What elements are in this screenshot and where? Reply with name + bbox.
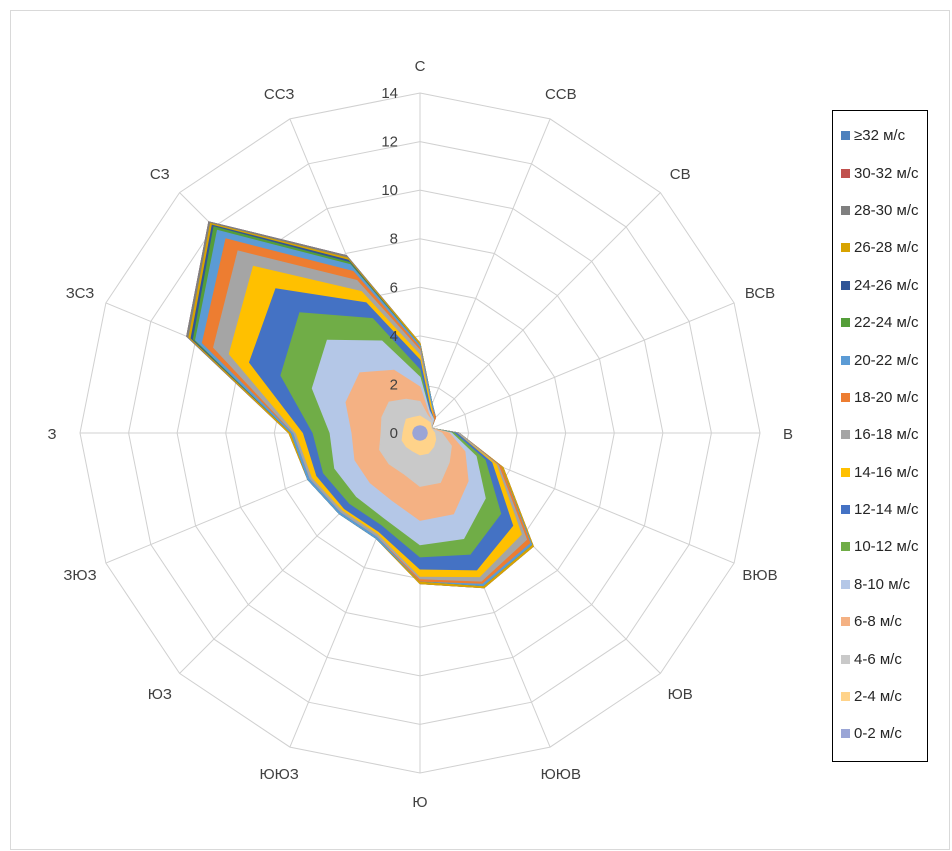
direction-label: ССЗ [264, 86, 295, 103]
legend-swatch [841, 205, 850, 215]
legend-item: 18-20 м/с [833, 379, 927, 416]
legend-label: ≥32 м/с [854, 127, 906, 145]
chart-frame [10, 10, 950, 850]
direction-label: СЗ [150, 166, 170, 183]
legend-swatch [841, 355, 850, 365]
radial-tick-label: 8 [390, 231, 398, 248]
legend-item: 10-12 м/с [833, 528, 927, 565]
legend-label: 0-2 м/с [854, 725, 902, 743]
series-area-17 [412, 425, 428, 441]
legend-swatch [841, 243, 850, 253]
direction-label: З [47, 426, 56, 443]
legend-swatch [841, 579, 850, 589]
legend-label: 20-22 м/с [854, 351, 919, 369]
legend-label: 4-6 м/с [854, 650, 902, 668]
legend-swatch [841, 467, 850, 477]
direction-label: Ю [412, 794, 427, 811]
radial-tick-label: 14 [381, 85, 398, 102]
legend-item: 2-4 м/с [833, 678, 927, 715]
direction-label: ЗСЗ [66, 285, 95, 302]
grid-spoke [419, 302, 735, 434]
legend-swatch [841, 280, 850, 290]
direction-label: В [783, 426, 793, 443]
legend-swatch [841, 692, 850, 702]
legend-item: 14-16 м/с [833, 454, 927, 491]
legend-label: 30-32 м/с [854, 164, 919, 182]
direction-label: ЮЮЗ [260, 766, 299, 783]
legend-label: 18-20 м/с [854, 388, 919, 406]
radial-tick-label: 10 [381, 182, 398, 199]
legend-item: 16-18 м/с [833, 416, 927, 453]
direction-label: ВЮВ [742, 567, 777, 584]
legend-item: 12-14 м/с [833, 491, 927, 528]
legend: ≥32 м/с 30-32 м/с 28-30 м/с 26-28 м/с 24-26 … [832, 110, 928, 762]
legend-label: 16-18 м/с [854, 426, 919, 444]
legend-swatch [841, 318, 850, 328]
grid-spoke [419, 192, 661, 434]
legend-label: 8-10 м/с [854, 575, 911, 593]
legend-item: 20-22 м/с [833, 341, 927, 378]
direction-label: ЗЮЗ [63, 567, 96, 584]
legend-swatch [841, 505, 850, 515]
legend-swatch [841, 392, 850, 402]
legend-label: 10-12 м/с [854, 538, 919, 556]
legend-swatch [841, 131, 850, 141]
legend-swatch [841, 654, 850, 664]
grid-spoke [419, 118, 551, 434]
legend-label: 22-24 м/с [854, 314, 919, 332]
legend-label: 14-16 м/с [854, 463, 919, 481]
direction-label: СВ [670, 166, 691, 183]
legend-label: 12-14 м/с [854, 501, 919, 519]
direction-label: ССВ [545, 86, 577, 103]
legend-item: 30-32 м/с [833, 154, 927, 191]
radial-tick-label: 4 [390, 328, 398, 345]
legend-item: 22-24 м/с [833, 304, 927, 341]
legend-item: 28-30 м/с [833, 192, 927, 229]
legend-label: 6-8 м/с [854, 613, 902, 631]
legend-label: 26-28 м/с [854, 239, 919, 257]
direction-label: ЮВ [668, 686, 693, 703]
direction-label: С [415, 58, 426, 75]
legend-item: 4-6 м/с [833, 640, 927, 677]
legend-item: 26-28 м/с [833, 229, 927, 266]
legend-item: 0-2 м/с [833, 715, 927, 752]
direction-label: ВСВ [745, 285, 775, 302]
radial-tick-label: 12 [381, 134, 398, 151]
legend-item: 24-26 м/с [833, 267, 927, 304]
direction-label: ЮЮВ [541, 766, 581, 783]
legend-label: 28-30 м/с [854, 201, 919, 219]
legend-label: 2-4 м/с [854, 688, 902, 706]
legend-swatch [841, 729, 850, 739]
radial-tick-label: 2 [390, 376, 398, 393]
legend-item: ≥32 м/с [833, 117, 927, 154]
legend-item: 8-10 м/с [833, 566, 927, 603]
radial-tick-label: 0 [390, 425, 398, 442]
radial-tick-label: 6 [390, 279, 398, 296]
legend-swatch [841, 617, 850, 627]
legend-swatch [841, 542, 850, 552]
legend-swatch [841, 168, 850, 178]
direction-label: ЮЗ [148, 686, 172, 703]
legend-label: 24-26 м/с [854, 276, 919, 294]
legend-swatch [841, 430, 850, 440]
legend-item: 6-8 м/с [833, 603, 927, 640]
